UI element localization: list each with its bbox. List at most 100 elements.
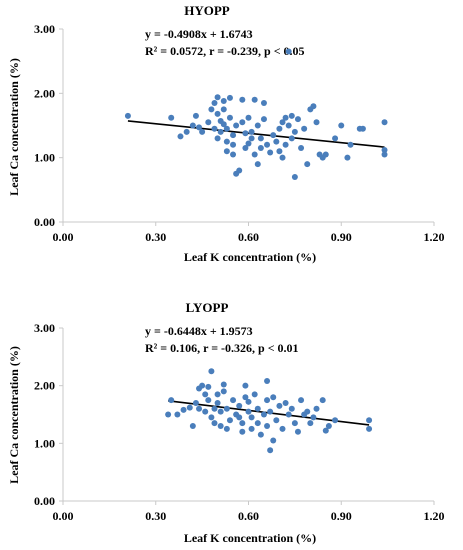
data-point	[366, 417, 373, 424]
data-point	[242, 394, 249, 401]
data-point	[359, 125, 366, 132]
data-point	[189, 122, 196, 129]
data-point	[202, 408, 209, 415]
data-point	[304, 161, 311, 168]
data-point	[230, 151, 237, 158]
data-point	[257, 431, 264, 438]
data-point	[279, 154, 286, 161]
data-point	[304, 408, 311, 415]
y-tick-label: 3.00	[34, 321, 55, 335]
data-point	[192, 112, 199, 119]
data-point	[332, 417, 339, 424]
data-point	[208, 414, 215, 421]
data-point	[189, 423, 196, 430]
x-tick-label: 0.90	[331, 230, 352, 244]
data-point	[270, 394, 277, 401]
trendline	[127, 120, 385, 148]
data-point	[254, 161, 261, 168]
x-tick-label: 0.00	[53, 230, 74, 244]
data-point	[223, 425, 230, 432]
data-point	[273, 138, 280, 145]
data-point	[285, 122, 292, 129]
data-point	[310, 103, 317, 110]
data-point	[226, 114, 233, 121]
y-tick-label: 1.00	[34, 436, 55, 450]
data-point	[168, 397, 175, 404]
data-point	[239, 119, 246, 126]
data-point	[220, 98, 227, 105]
x-tick-label: 0.60	[238, 230, 259, 244]
data-point	[270, 132, 277, 139]
data-point	[242, 382, 249, 389]
data-point	[196, 405, 203, 412]
data-point	[242, 145, 249, 152]
data-point	[242, 130, 249, 137]
data-point	[257, 145, 264, 152]
data-point	[214, 399, 221, 406]
data-point	[257, 135, 264, 142]
regression-equation: y = -0.4908x + 1.6743	[145, 27, 253, 41]
axis-ticks: 0.00 1.00 2.00 3.00 0.00 0.30 0.60 0.90 1.20	[34, 22, 445, 244]
data-point	[298, 145, 305, 152]
data-point	[366, 425, 373, 432]
data-point	[183, 128, 190, 135]
y-tick-label: 3.00	[34, 22, 55, 36]
data-point	[199, 128, 206, 135]
chart-hyopp: HYOPP y = -0.4908x + 1.6743 R² = 0.0572,…	[7, 3, 445, 264]
data-point	[285, 411, 292, 418]
regression-equation: y = -0.6448x + 1.9573	[145, 324, 253, 338]
data-point	[220, 121, 227, 128]
data-point	[322, 427, 329, 434]
data-point	[196, 124, 203, 131]
data-point	[236, 414, 243, 421]
chart-lyopp: LYOPP y = -0.6448x + 1.9573 R² = 0.106, …	[7, 300, 445, 545]
data-point	[288, 112, 295, 119]
data-point	[177, 133, 184, 140]
data-point	[301, 125, 308, 132]
data-point	[276, 148, 283, 155]
data-point	[267, 408, 274, 415]
x-tick-label: 1.20	[424, 509, 445, 523]
data-point	[199, 382, 206, 389]
chart-title: LYOPP	[186, 300, 229, 315]
data-point	[251, 96, 258, 103]
chart-title: HYOPP	[184, 3, 230, 18]
x-axis-label: Leaf K concentration (%)	[184, 250, 316, 264]
data-point	[282, 114, 289, 121]
data-point	[220, 381, 227, 388]
data-point	[245, 408, 252, 415]
data-point	[205, 383, 212, 390]
data-point	[264, 141, 271, 148]
x-tick-label: 0.00	[53, 509, 74, 523]
data-point	[264, 397, 271, 404]
data-point	[230, 397, 237, 404]
data-point	[279, 119, 286, 126]
data-point	[223, 125, 230, 132]
x-tick-label: 0.30	[145, 230, 166, 244]
data-point	[279, 425, 286, 432]
data-point	[254, 420, 261, 427]
data-point	[208, 368, 215, 375]
data-point	[214, 135, 221, 142]
data-point	[381, 151, 388, 158]
y-tick-label: 0.00	[34, 494, 55, 508]
trendline-layer	[127, 120, 385, 148]
data-point	[180, 406, 187, 413]
data-point	[267, 447, 274, 454]
data-point	[192, 399, 199, 406]
y-tick-label: 2.00	[34, 86, 55, 100]
data-point	[174, 411, 181, 418]
x-axis-label: Leaf K concentration (%)	[184, 531, 316, 545]
data-point	[310, 414, 317, 421]
data-point	[211, 125, 218, 132]
scatter-points	[124, 48, 388, 180]
data-point	[332, 135, 339, 142]
data-point	[208, 106, 215, 113]
data-point	[248, 414, 255, 421]
data-point	[205, 397, 212, 404]
axis-ticks: 0.00 1.00 2.00 3.00 0.00 0.30 0.60 0.90 1.20	[34, 321, 445, 523]
data-point	[214, 391, 221, 398]
data-point	[288, 405, 295, 412]
data-point	[239, 420, 246, 427]
